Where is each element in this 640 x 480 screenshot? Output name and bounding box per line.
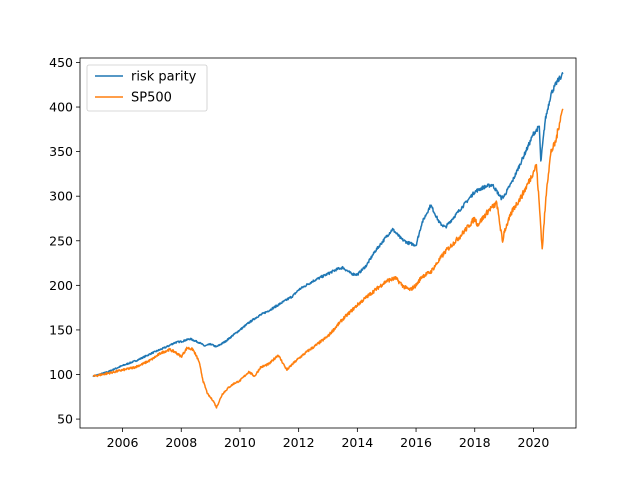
plot-area-frame (79, 57, 577, 429)
series-line-risk-parity (92, 72, 564, 378)
y-axis: 50 100 150 200 250 300 350 400 450 (49, 55, 80, 427)
legend-label-risk-parity: risk parity (131, 70, 197, 85)
x-tick-label: 2020 (518, 435, 550, 450)
x-tick-label: 2014 (341, 435, 373, 450)
x-tick-label: 2012 (283, 435, 315, 450)
y-tick-label: 250 (49, 233, 73, 248)
x-tick-label: 2010 (224, 435, 256, 450)
y-tick-label: 350 (49, 144, 73, 159)
x-tick-label: 2016 (400, 435, 432, 450)
x-axis: 2006 2008 2010 2012 2014 2016 2018 2020 (107, 428, 550, 450)
plot-area-background (80, 58, 576, 428)
y-tick-label: 300 (49, 189, 73, 204)
x-tick-label: 2006 (107, 435, 139, 450)
legend: risk parity SP500 (86, 64, 208, 112)
legend-label-sp500: SP500 (131, 91, 172, 106)
y-tick-label: 450 (49, 55, 73, 70)
y-tick-label: 200 (49, 278, 73, 293)
y-tick-label: 400 (49, 100, 73, 115)
y-tick-label: 50 (57, 412, 73, 427)
x-tick-label: 2018 (459, 435, 491, 450)
x-tick-label: 2008 (165, 435, 197, 450)
series-layer (92, 72, 564, 409)
series-line-sp500 (92, 108, 564, 409)
y-tick-label: 150 (49, 322, 73, 337)
y-tick-label: 100 (49, 367, 73, 382)
